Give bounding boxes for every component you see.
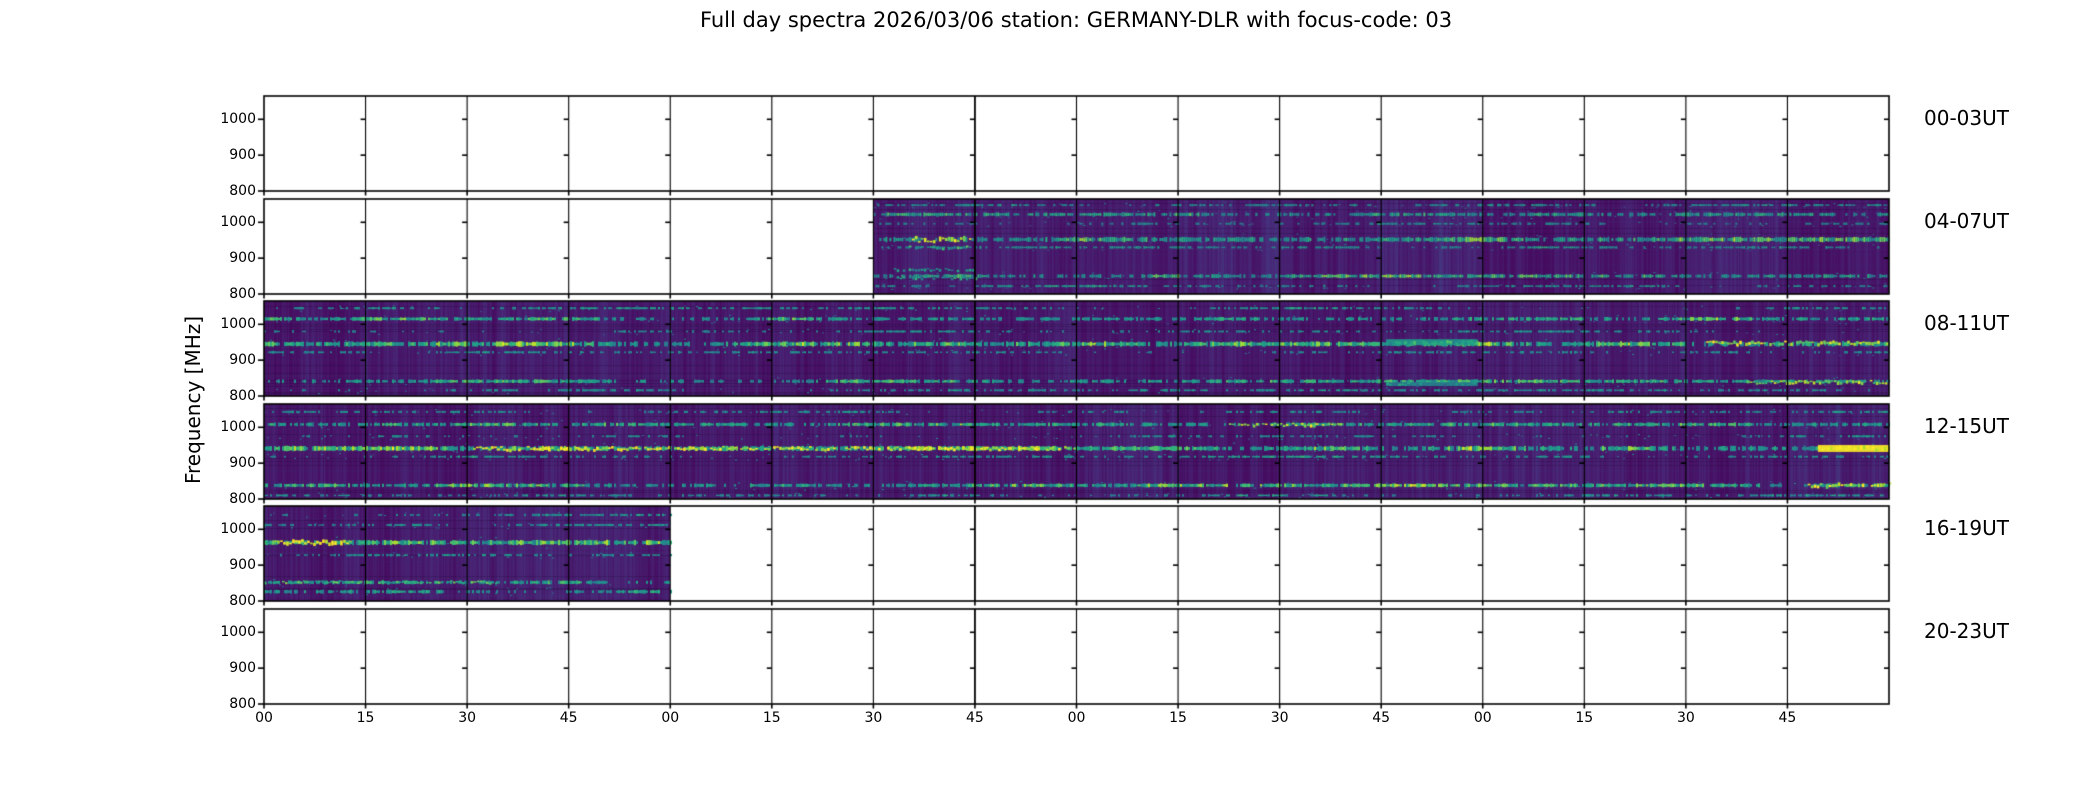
x-tick-label: 30 bbox=[864, 710, 883, 726]
y-tick-label: 1000 bbox=[220, 214, 256, 231]
x-tick-label: 45 bbox=[1372, 710, 1391, 726]
y-tick-label: 900 bbox=[229, 147, 256, 164]
y-tick-label: 900 bbox=[229, 250, 256, 267]
x-tick-label: 30 bbox=[458, 710, 477, 726]
y-tick-label: 1000 bbox=[220, 624, 256, 641]
x-tick-label: 45 bbox=[559, 710, 578, 726]
y-tick-label: 1000 bbox=[220, 521, 256, 538]
spectrogram-canvas-5 bbox=[248, 607, 1900, 711]
y-tick-label: 800 bbox=[229, 593, 256, 609]
row-time-label: 16-19UT bbox=[1924, 516, 2009, 540]
spectrogram-canvas-2 bbox=[248, 299, 1900, 403]
x-tick-label: 15 bbox=[356, 710, 375, 726]
y-tick-label: 900 bbox=[229, 660, 256, 677]
spectrogram-canvas-3 bbox=[248, 402, 1900, 506]
x-tick-label: 30 bbox=[1270, 710, 1289, 726]
spectrogram-canvas-0 bbox=[248, 94, 1900, 198]
x-tick-label: 00 bbox=[1067, 710, 1086, 726]
y-tick-label: 900 bbox=[229, 557, 256, 574]
x-tick-label: 00 bbox=[255, 710, 273, 726]
y-tick-label: 1000 bbox=[220, 316, 256, 333]
spectrogram-canvas-1 bbox=[248, 197, 1900, 301]
y-tick-label: 800 bbox=[229, 388, 256, 404]
y-tick-label: 900 bbox=[229, 352, 256, 369]
y-tick-label: 800 bbox=[229, 696, 256, 712]
y-tick-label: 800 bbox=[229, 491, 256, 507]
y-tick-label: 800 bbox=[229, 286, 256, 302]
x-tick-label: 15 bbox=[762, 710, 781, 726]
row-time-label: 12-15UT bbox=[1924, 414, 2009, 438]
x-tick-label: 00 bbox=[1473, 710, 1492, 726]
spectrogram-canvas-4 bbox=[248, 504, 1900, 608]
plot-title: Full day spectra 2026/03/06 station: GER… bbox=[699, 8, 1453, 32]
x-tick-label: 30 bbox=[1676, 710, 1695, 726]
row-time-label: 00-03UT bbox=[1924, 106, 2009, 130]
y-tick-label: 800 bbox=[229, 183, 256, 199]
x-tick-label: 15 bbox=[1575, 710, 1594, 726]
y-tick-label: 1000 bbox=[220, 111, 256, 128]
y-tick-label: 1000 bbox=[220, 419, 256, 436]
y-tick-label: 900 bbox=[229, 455, 256, 472]
row-time-label: 08-11UT bbox=[1924, 311, 2009, 335]
x-tick-label: 45 bbox=[1778, 710, 1797, 726]
x-tick-label: 15 bbox=[1169, 710, 1187, 726]
x-tick-label: 45 bbox=[966, 710, 984, 726]
x-tick-label: 00 bbox=[661, 710, 680, 726]
row-time-label: 20-23UT bbox=[1924, 619, 2009, 643]
row-time-label: 04-07UT bbox=[1924, 209, 2009, 233]
